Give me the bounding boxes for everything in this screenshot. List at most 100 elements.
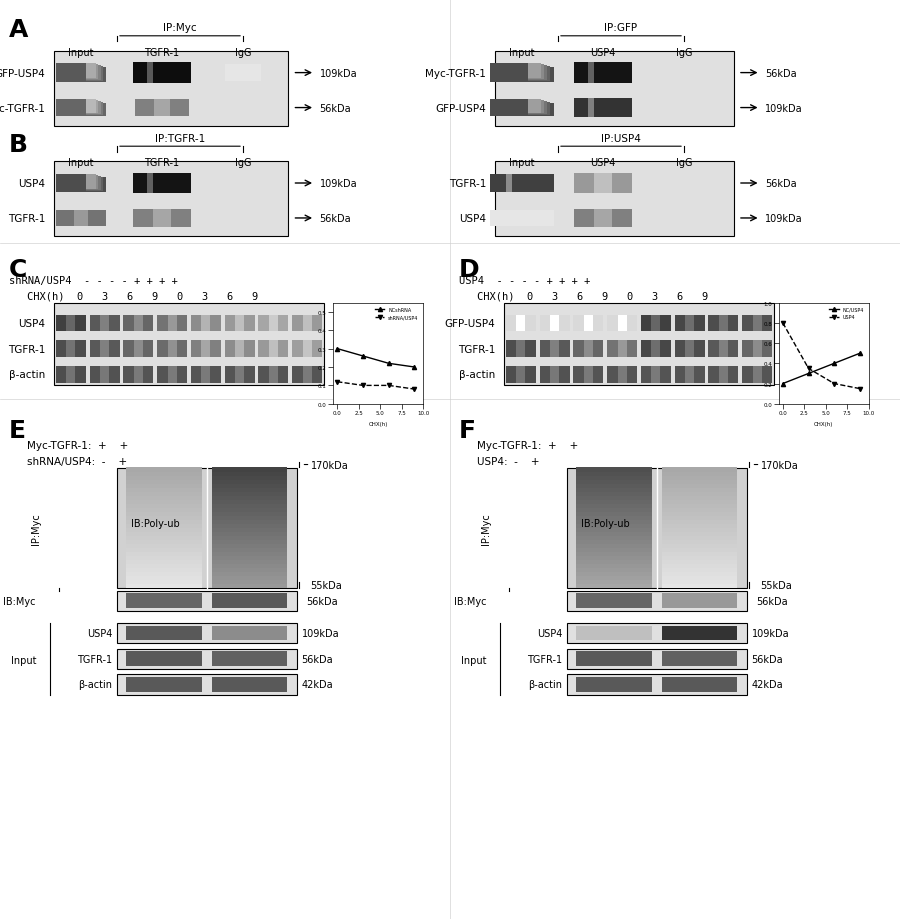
Text: Input: Input <box>11 655 36 664</box>
Line: shRNA/USP4: shRNA/USP4 <box>335 380 417 391</box>
Bar <box>126 504 202 508</box>
Bar <box>126 626 202 641</box>
Bar <box>662 500 737 505</box>
Bar <box>126 516 202 520</box>
Bar <box>719 315 728 332</box>
Bar <box>500 65 544 80</box>
Bar <box>608 341 637 357</box>
Bar <box>126 548 202 552</box>
Bar <box>576 563 652 568</box>
Bar <box>126 579 202 584</box>
Bar <box>126 677 202 692</box>
Bar <box>212 528 287 532</box>
Bar <box>540 315 570 332</box>
Bar <box>576 480 652 484</box>
Bar <box>576 476 652 481</box>
Bar <box>126 563 202 568</box>
Bar <box>662 516 737 520</box>
Bar <box>100 367 109 383</box>
Bar <box>652 315 661 332</box>
Bar <box>56 68 106 83</box>
Bar <box>212 507 287 513</box>
Text: USP4: USP4 <box>459 214 486 223</box>
Bar <box>491 104 554 117</box>
Bar <box>235 315 244 332</box>
Bar <box>126 528 202 532</box>
Bar <box>576 500 652 505</box>
Bar <box>641 367 670 383</box>
Bar <box>56 315 86 332</box>
Text: USP4: USP4 <box>18 179 45 188</box>
Bar <box>56 104 106 117</box>
Bar <box>56 367 86 383</box>
Bar <box>147 63 153 84</box>
Bar <box>212 531 287 537</box>
NCshRNA <box>383 358 394 369</box>
Bar <box>61 66 101 81</box>
Bar <box>67 100 95 113</box>
Bar <box>191 315 220 332</box>
Bar <box>154 100 170 117</box>
Bar <box>212 584 287 588</box>
Text: IB:Myc: IB:Myc <box>4 596 36 606</box>
Text: IP:Myc: IP:Myc <box>163 23 197 33</box>
Bar <box>662 548 737 552</box>
Bar <box>576 543 652 549</box>
Text: IB:Poly-ub: IB:Poly-ub <box>130 519 179 528</box>
Text: CHX(h)  0   3   6   9   0   3   6   9: CHX(h) 0 3 6 9 0 3 6 9 <box>477 291 708 301</box>
Bar <box>133 174 191 194</box>
USP4 <box>803 363 814 375</box>
Bar <box>540 341 570 357</box>
Legend: NCshRNA, shRNA/USP4: NCshRNA, shRNA/USP4 <box>373 306 420 322</box>
Text: 56kDa: 56kDa <box>756 596 788 606</box>
Text: TGFR-1: TGFR-1 <box>457 345 495 354</box>
Bar <box>90 341 120 357</box>
Text: β-actin: β-actin <box>528 680 562 689</box>
Text: USP4: USP4 <box>590 48 616 58</box>
Bar <box>662 584 737 588</box>
Bar <box>269 367 278 383</box>
Bar <box>123 315 153 332</box>
Text: IP:TGFR-1: IP:TGFR-1 <box>155 133 205 143</box>
Bar <box>752 341 761 357</box>
X-axis label: CHX(h): CHX(h) <box>368 421 388 426</box>
Bar <box>126 519 202 525</box>
Bar <box>617 367 626 383</box>
Bar <box>126 488 202 493</box>
Bar <box>608 367 637 383</box>
Bar <box>302 315 311 332</box>
Bar <box>212 524 287 528</box>
Bar <box>576 507 652 513</box>
Bar <box>269 315 278 332</box>
Bar <box>126 584 202 588</box>
Text: 170kDa: 170kDa <box>760 460 798 470</box>
Bar <box>617 315 626 332</box>
USP4 <box>778 318 788 329</box>
Bar <box>576 652 652 666</box>
Text: 109kDa: 109kDa <box>765 104 803 113</box>
Bar <box>573 341 603 357</box>
Text: TGFR-1: TGFR-1 <box>144 158 180 168</box>
Bar <box>64 65 98 80</box>
Bar <box>576 528 652 532</box>
Bar <box>117 469 297 588</box>
Bar <box>576 575 652 580</box>
Bar <box>74 210 88 227</box>
NC/USP4 <box>854 348 865 359</box>
Bar <box>212 575 287 580</box>
shRNA/USP4 <box>332 377 343 388</box>
Bar <box>574 99 633 118</box>
NC/USP4 <box>829 358 840 369</box>
Bar <box>258 341 288 357</box>
Bar <box>550 367 559 383</box>
Bar <box>258 315 288 332</box>
Bar <box>576 548 652 552</box>
Bar <box>117 591 297 611</box>
Bar <box>67 315 76 332</box>
Bar <box>576 584 652 588</box>
Text: Myc-TGFR-1:  +    +: Myc-TGFR-1: + + <box>477 441 578 450</box>
Text: USP4:  -    +: USP4: - + <box>477 457 539 466</box>
Bar <box>134 315 143 332</box>
Text: 56kDa: 56kDa <box>302 654 333 664</box>
Bar <box>212 536 287 540</box>
